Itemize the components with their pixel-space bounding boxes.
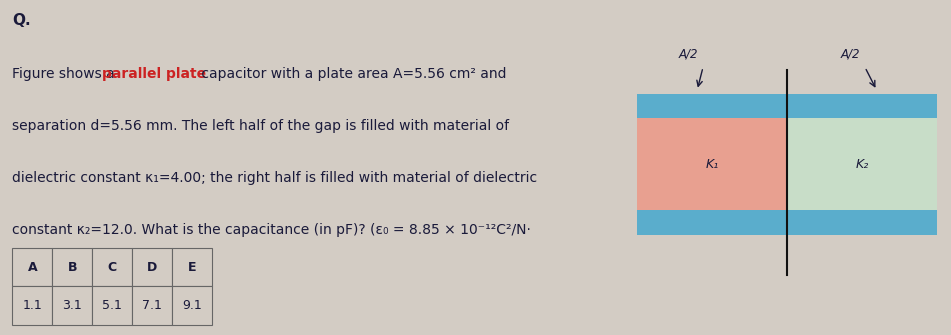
Text: 3.1: 3.1 (63, 299, 82, 312)
Text: 5.1: 5.1 (103, 299, 122, 312)
Text: parallel plate: parallel plate (102, 67, 205, 81)
Text: Q.: Q. (12, 13, 31, 28)
Bar (787, 118, 937, 210)
FancyBboxPatch shape (52, 248, 92, 286)
Text: D: D (147, 261, 157, 274)
Text: m²): m²) (12, 275, 37, 289)
Text: capacitor with a plate area A=5.56 cm² and: capacitor with a plate area A=5.56 cm² a… (197, 67, 506, 81)
Text: K₁: K₁ (706, 158, 719, 171)
Text: A/2: A/2 (679, 47, 699, 60)
Text: dielectric constant κ₁=4.00; the right half is filled with material of dielectri: dielectric constant κ₁=4.00; the right h… (12, 171, 537, 185)
FancyBboxPatch shape (92, 248, 132, 286)
Text: constant κ₂=12.0. What is the capacitance (in pF)? (ε₀ = 8.85 × 10⁻¹²C²/N·: constant κ₂=12.0. What is the capacitanc… (12, 223, 532, 237)
FancyBboxPatch shape (172, 286, 212, 325)
Text: K₂: K₂ (855, 158, 868, 171)
Text: C: C (107, 261, 117, 274)
FancyBboxPatch shape (92, 286, 132, 325)
FancyBboxPatch shape (12, 248, 52, 286)
Text: 9.1: 9.1 (183, 299, 202, 312)
Text: 7.1: 7.1 (143, 299, 162, 312)
Bar (637, 94, 937, 118)
Text: E: E (188, 261, 196, 274)
Text: A/2: A/2 (841, 47, 861, 60)
Text: B: B (68, 261, 77, 274)
Text: Figure shows a: Figure shows a (12, 67, 120, 81)
Text: separation d=5.56 mm. The left half of the gap is filled with material of: separation d=5.56 mm. The left half of t… (12, 119, 510, 133)
FancyBboxPatch shape (132, 286, 172, 325)
Text: 1.1: 1.1 (23, 299, 42, 312)
FancyBboxPatch shape (12, 286, 52, 325)
FancyBboxPatch shape (52, 286, 92, 325)
Bar (637, 210, 937, 234)
Text: A: A (28, 261, 37, 274)
FancyBboxPatch shape (172, 248, 212, 286)
FancyBboxPatch shape (132, 248, 172, 286)
Bar (637, 118, 787, 210)
